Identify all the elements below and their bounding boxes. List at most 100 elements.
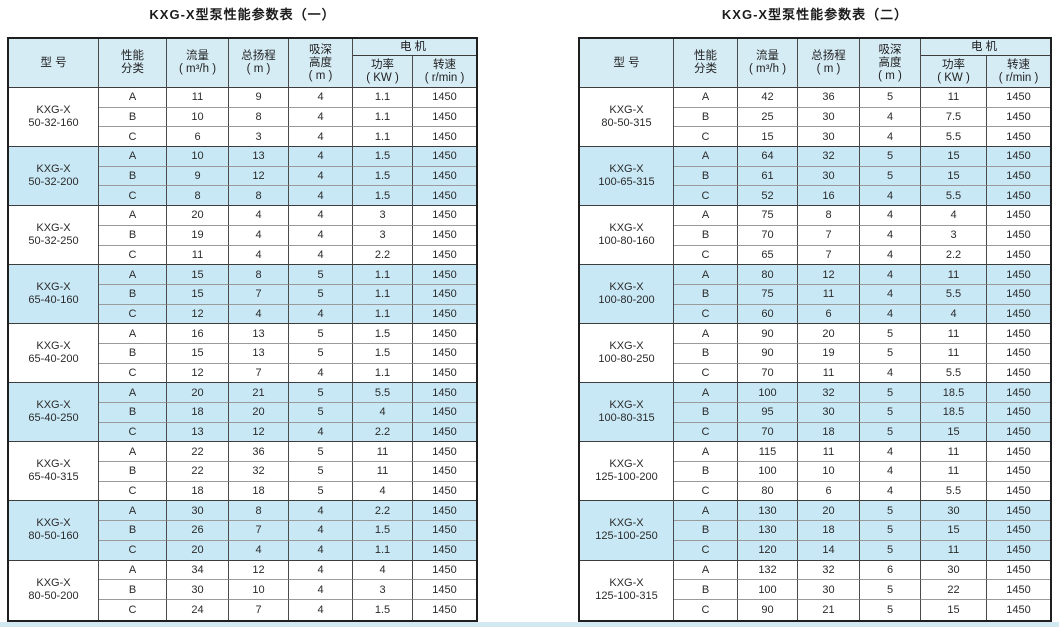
- model-line: KXG-X: [609, 398, 644, 411]
- value-cell: 4: [860, 265, 921, 285]
- value-cell: 1450: [413, 265, 476, 285]
- model-line: 80-50-160: [28, 530, 79, 543]
- table-row: C 6 3 4 1.1 1450: [9, 127, 476, 148]
- value-cell: 4: [860, 442, 921, 463]
- value-cell: 6: [860, 560, 921, 581]
- value-cell: 1450: [987, 324, 1050, 344]
- performance-class-cell: B: [674, 284, 738, 305]
- value-cell: 4: [353, 403, 413, 423]
- value-cell: 15: [921, 166, 987, 187]
- table-row: KXG-X 125-100-250 A 130 20 5 30 1450: [580, 501, 1050, 561]
- value-cell: 1450: [413, 481, 476, 502]
- model-line: KXG-X: [36, 162, 71, 175]
- model-cell: KXG-X 65-40-200: [9, 324, 99, 384]
- value-cell: 5: [860, 383, 921, 403]
- performance-class-cell: C: [99, 186, 167, 207]
- table-row: B 70 7 4 3 1450: [580, 225, 1050, 246]
- value-cell: 4: [289, 186, 353, 207]
- value-cell: 1.5: [353, 147, 413, 167]
- table-row: KXG-X 100-80-200 A 80 12 4 11 1450: [580, 265, 1050, 325]
- value-cell: 4: [229, 304, 289, 325]
- table-row: B 15 13 5 1.5 1450: [9, 343, 476, 364]
- table-body: KXG-X 50-32-160 A 11 9 4 1.1 1450 B 10 8 4 1.1 1450 C 6…: [9, 88, 476, 620]
- value-cell: 4: [353, 481, 413, 502]
- value-cell: 18: [167, 481, 229, 502]
- performance-class-cell: C: [99, 304, 167, 325]
- value-cell: 1450: [987, 265, 1050, 285]
- value-cell: 11: [921, 462, 987, 482]
- value-cell: 19: [167, 225, 229, 246]
- value-cell: 3: [353, 206, 413, 226]
- table-row: C 8 8 4 1.5 1450: [9, 186, 476, 207]
- table-row: B 100 30 5 22 1450: [580, 580, 1050, 600]
- model-line: KXG-X: [609, 162, 644, 175]
- table-row: KXG-X 100-65-315 A 64 32 5 15 1450: [580, 147, 1050, 207]
- value-cell: 1450: [987, 225, 1050, 246]
- value-cell: 30: [167, 501, 229, 522]
- model-line: 65-40-200: [28, 353, 79, 366]
- value-cell: 10: [798, 462, 860, 482]
- value-cell: 20: [167, 383, 229, 403]
- model-cell: KXG-X 80-50-200: [9, 560, 99, 620]
- value-cell: 4: [289, 166, 353, 187]
- model-line: 80-50-200: [28, 590, 79, 603]
- value-cell: 1450: [987, 245, 1050, 266]
- value-cell: 1450: [413, 324, 476, 344]
- value-cell: 1450: [413, 225, 476, 246]
- value-cell: 75: [738, 284, 798, 305]
- performance-class-cell: A: [99, 501, 167, 522]
- model-line: KXG-X: [36, 457, 71, 470]
- value-cell: 9: [167, 166, 229, 187]
- value-cell: 8: [167, 186, 229, 207]
- value-cell: 4: [229, 225, 289, 246]
- value-cell: 2.2: [353, 422, 413, 443]
- header-flow: 流量 ( m³/h ): [167, 39, 229, 88]
- performance-class-cell: A: [674, 442, 738, 463]
- bottom-decorative-strip: [0, 622, 1059, 627]
- value-cell: 4: [921, 304, 987, 325]
- value-cell: 1450: [987, 304, 1050, 325]
- value-cell: 1450: [987, 462, 1050, 482]
- value-cell: 1450: [987, 88, 1050, 108]
- value-cell: 1450: [413, 403, 476, 423]
- value-cell: 8: [798, 206, 860, 226]
- performance-class-cell: A: [99, 560, 167, 581]
- value-cell: 1450: [987, 422, 1050, 443]
- performance-class-cell: A: [99, 265, 167, 285]
- value-cell: 11: [798, 442, 860, 463]
- value-cell: 1.1: [353, 363, 413, 384]
- value-cell: 12: [229, 560, 289, 581]
- table-row: B 25 30 4 7.5 1450: [580, 107, 1050, 128]
- performance-class-cell: B: [99, 343, 167, 364]
- value-cell: 4: [860, 186, 921, 207]
- value-cell: 18: [167, 403, 229, 423]
- value-cell: 11: [353, 462, 413, 482]
- performance-class-cell: A: [674, 147, 738, 167]
- value-cell: 11: [353, 442, 413, 463]
- value-cell: 30: [921, 501, 987, 522]
- value-cell: 18.5: [921, 403, 987, 423]
- performance-class-cell: B: [99, 166, 167, 187]
- header-speed: 转速 ( r/min ): [413, 56, 476, 88]
- value-cell: 15: [167, 265, 229, 285]
- value-cell: 4: [229, 245, 289, 266]
- value-cell: 4: [860, 304, 921, 325]
- performance-class-cell: A: [99, 324, 167, 344]
- value-cell: 7.5: [921, 107, 987, 128]
- table-row: C 52 16 4 5.5 1450: [580, 186, 1050, 207]
- value-cell: 1450: [413, 462, 476, 482]
- value-cell: 1450: [987, 186, 1050, 207]
- value-cell: 5: [289, 324, 353, 344]
- value-cell: 4: [289, 560, 353, 581]
- header-suction-depth: 吸深 高度 ( m ): [860, 39, 921, 88]
- value-cell: 4: [860, 225, 921, 246]
- value-cell: 1450: [987, 442, 1050, 463]
- value-cell: 1450: [987, 540, 1050, 561]
- value-cell: 100: [738, 462, 798, 482]
- model-line: 125-100-200: [595, 471, 658, 484]
- table-row: C 13 12 4 2.2 1450: [9, 422, 476, 443]
- value-cell: 20: [167, 540, 229, 561]
- value-cell: 1450: [987, 521, 1050, 541]
- table-row: KXG-X 100-80-250 A 90 20 5 11 1450: [580, 324, 1050, 384]
- value-cell: 1450: [413, 521, 476, 541]
